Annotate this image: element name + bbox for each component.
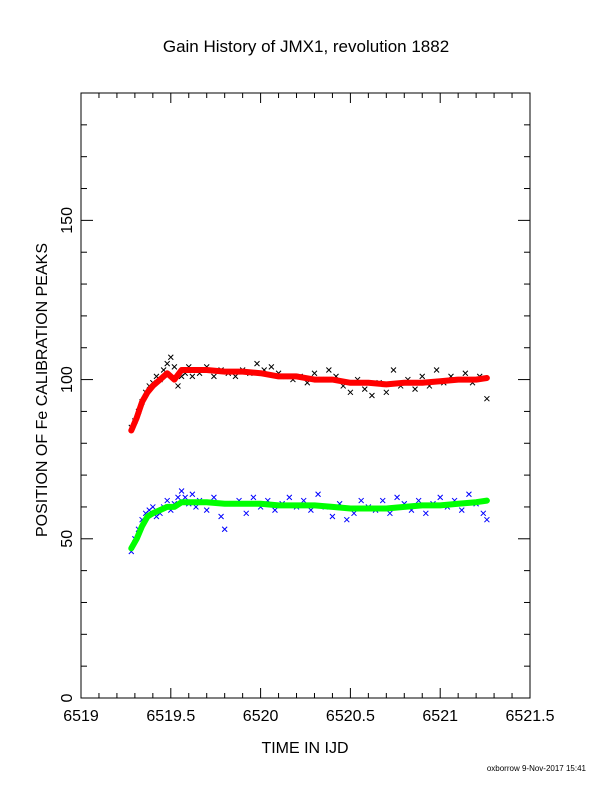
data-point [211, 494, 217, 501]
data-point [250, 494, 257, 501]
x-tick-label: 6521.5 [506, 708, 555, 725]
series-0 [128, 354, 490, 431]
data-point [164, 497, 171, 504]
data-point [182, 494, 189, 501]
footer-timestamp: oxborrow 9-Nov-2017 15:41 [487, 764, 587, 773]
data-point [254, 360, 260, 367]
data-point [218, 513, 224, 520]
series-1 [128, 488, 490, 555]
data-point [178, 488, 185, 494]
data-point [387, 510, 393, 517]
data-point [268, 363, 275, 370]
data-point [462, 370, 469, 377]
data-point [221, 526, 228, 533]
plot-frame [80, 92, 531, 699]
x-tick-label: 6520 [243, 708, 279, 725]
y-tick-label: 0 [59, 693, 76, 702]
data-point [315, 491, 321, 498]
y-tick-label: 50 [59, 530, 76, 548]
data-point [211, 373, 217, 380]
data-point [272, 507, 278, 513]
data-point [412, 386, 418, 392]
data-point [171, 363, 178, 370]
chart-title: Gain History of JMX1, revolution 1882 [163, 37, 449, 56]
data-point [329, 513, 336, 520]
data-point [369, 392, 375, 399]
fit-line [128, 497, 490, 552]
data-point [189, 491, 196, 498]
data-point [383, 389, 390, 396]
data-point [361, 386, 368, 392]
data-point [164, 360, 171, 367]
data-point [175, 494, 181, 501]
data-point [347, 389, 354, 396]
data-point [484, 516, 490, 523]
y-axis-label: POSITION OF Fe CALIBRATION PEAKS [34, 243, 51, 537]
x-axis-label: TIME IN IJD [261, 740, 348, 757]
data-point [286, 494, 293, 501]
data-point [325, 367, 332, 373]
data-point [351, 510, 357, 517]
data-point [300, 497, 307, 504]
series-2 [128, 367, 490, 434]
data-point [458, 507, 465, 513]
data-point [343, 516, 350, 523]
data-point [466, 491, 472, 498]
y-tick-label: 100 [59, 366, 76, 393]
x-tick-label: 6520.5 [326, 708, 375, 725]
x-tick-label: 6519 [63, 708, 99, 725]
data-point [232, 373, 239, 380]
data-point [243, 510, 250, 517]
x-tick-label: 6521 [422, 708, 458, 725]
data-point [175, 383, 181, 389]
data-point [422, 510, 429, 517]
fit-line [128, 367, 490, 434]
data-point [308, 507, 314, 513]
x-tick-label: 6519.5 [146, 708, 195, 725]
data-point [379, 497, 386, 504]
data-point [394, 494, 400, 501]
data-point [437, 494, 444, 501]
data-point [390, 367, 397, 373]
data-point [149, 504, 156, 510]
data-point [167, 354, 174, 361]
data-point [415, 497, 422, 504]
series-3 [128, 497, 490, 552]
data-point [480, 510, 487, 517]
data-point [203, 507, 210, 513]
data-point [419, 373, 426, 380]
data-point [193, 504, 199, 510]
data-point [484, 395, 490, 402]
data-point [189, 373, 196, 380]
data-point [433, 367, 440, 373]
data-point [311, 370, 318, 377]
data-point [358, 497, 365, 504]
y-tick-label: 150 [59, 207, 76, 234]
